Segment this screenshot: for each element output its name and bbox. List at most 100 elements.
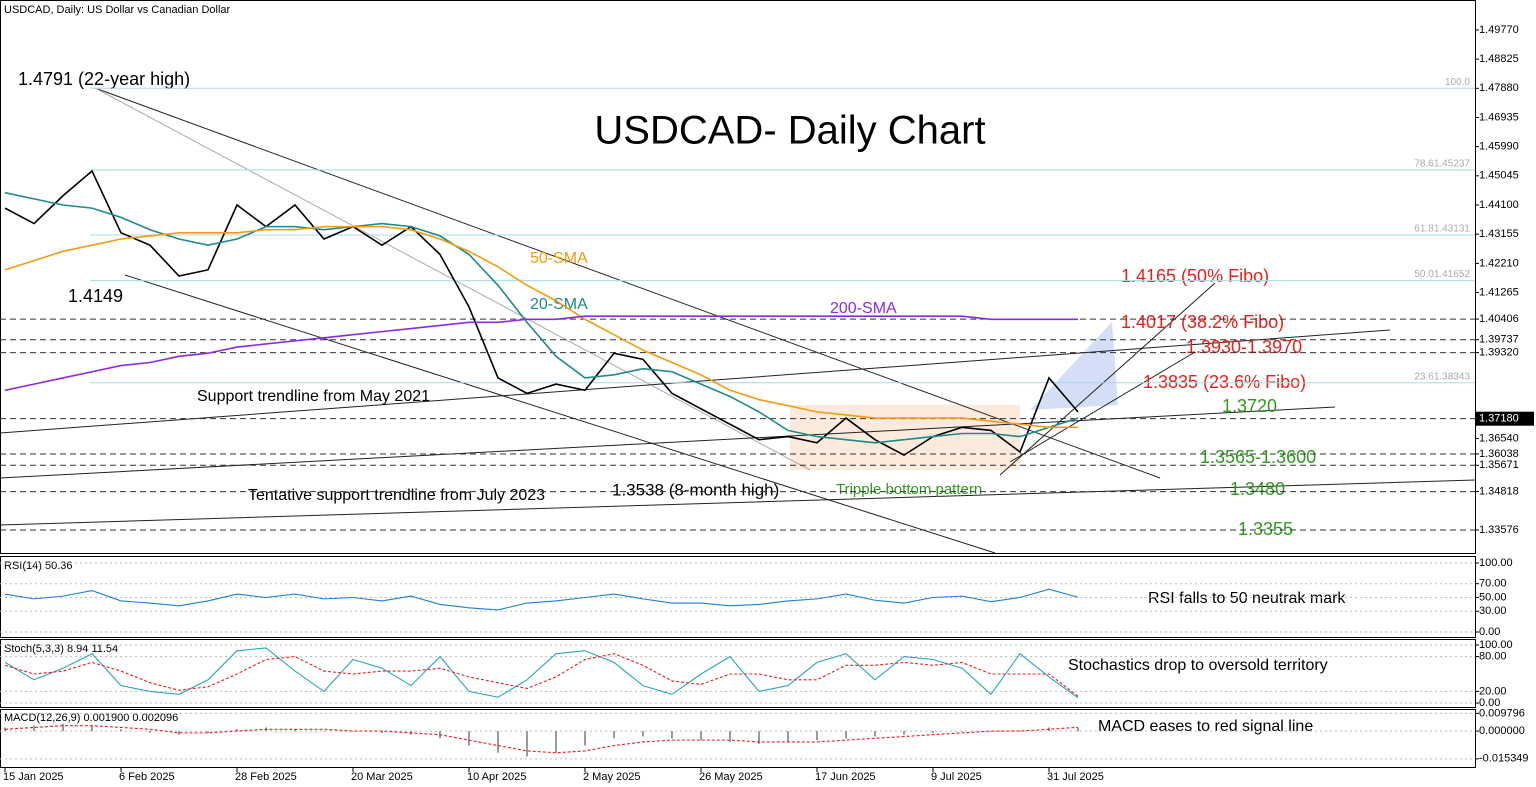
y-tick-label: 1.48825 xyxy=(1479,53,1519,65)
annotation: 1.3480 xyxy=(1230,479,1285,499)
annotation: 1.3930-1.3970 xyxy=(1186,337,1302,357)
series-line xyxy=(4,653,1079,697)
series-label: 200-SMA xyxy=(830,300,897,317)
support-july-2023 xyxy=(0,479,1476,526)
x-tick-label: 6 Feb 2025 xyxy=(119,771,175,783)
annotation: Support trendline from May 2021 xyxy=(197,388,430,405)
y-tick-label: 1.41265 xyxy=(1479,286,1519,298)
macd-bar xyxy=(555,731,557,753)
y-tick-label: 1.36540 xyxy=(1479,432,1519,444)
x-tick-label: 26 May 2025 xyxy=(699,771,763,783)
channel-bottom xyxy=(124,274,996,554)
macd-bar xyxy=(903,731,905,735)
series-line xyxy=(4,315,1078,392)
y-tick-label: 70.00 xyxy=(1479,578,1507,590)
channel-top xyxy=(94,87,1161,479)
y-tick-label: 0.000000 xyxy=(1479,725,1525,737)
up-channel-bottom xyxy=(1009,351,1196,463)
macd-bar xyxy=(236,729,238,732)
y-tick-label: 1.46935 xyxy=(1479,111,1519,123)
series-line xyxy=(4,169,1079,457)
x-tick-label: 17 Jun 2025 xyxy=(815,771,876,783)
annotation: Tripple bottom pattern xyxy=(836,481,982,498)
y-tick-label: 100.00 xyxy=(1479,557,1513,569)
y-tick-label: 1.45045 xyxy=(1479,170,1519,182)
macd-bar xyxy=(932,731,934,733)
annotation: 1.3355 xyxy=(1238,519,1293,539)
macd-bar xyxy=(120,729,122,732)
macd-bar xyxy=(671,731,673,739)
y-tick-label: 1.37180 xyxy=(1479,413,1519,425)
series-line xyxy=(4,588,1079,611)
x-tick-label: 9 Jul 2025 xyxy=(931,771,982,783)
y-tick-label: 1.43155 xyxy=(1479,228,1519,240)
series-label: 50-SMA xyxy=(530,250,588,267)
panel-title: RSI(14) 50.36 xyxy=(4,560,72,572)
chart-title: USDCAD- Daily Chart xyxy=(594,109,985,153)
up-channel-top xyxy=(999,282,1216,476)
y-tick-label: 1.39320 xyxy=(1479,347,1519,359)
macd-bar xyxy=(323,731,325,732)
header: USDCAD, Daily: US Dollar vs Canadian Dol… xyxy=(4,4,231,16)
y-tick-label: 1.40406 xyxy=(1479,313,1519,325)
y-tick-label: 1.35671 xyxy=(1479,459,1519,471)
macd-bar xyxy=(294,729,296,732)
channel-mid xyxy=(94,87,811,471)
x-tick-label: 20 Mar 2025 xyxy=(351,771,413,783)
y-tick-label: 0.00 xyxy=(1479,697,1500,709)
annotation: 1.4017 (38.2% Fibo) xyxy=(1121,312,1284,332)
series-label: 20-SMA xyxy=(530,296,588,313)
price-box xyxy=(1476,411,1534,426)
macd-bar xyxy=(1019,731,1021,732)
macd-bar xyxy=(381,731,383,733)
y-tick-label: 0.009796 xyxy=(1479,707,1525,719)
y-tick-label: 1.49770 xyxy=(1479,24,1519,36)
x-tick-label: 15 Jan 2025 xyxy=(3,771,64,783)
macd-bar xyxy=(729,731,731,742)
fibo-label: 50.01.41652 xyxy=(1414,269,1470,280)
macd-bar xyxy=(178,731,180,735)
x-tick-label: 31 Jul 2025 xyxy=(1047,771,1104,783)
macd-bar xyxy=(990,731,992,732)
macd-bar xyxy=(816,731,818,741)
panel-title: MACD(12,26,9) 0.001900 0.002096 xyxy=(4,712,178,724)
annotation: 1.4791 (22-year high) xyxy=(18,69,190,89)
y-tick-label: 1.44100 xyxy=(1479,199,1519,211)
y-tick-label: 80.00 xyxy=(1479,651,1507,663)
annotation: 1.4165 (50% Fibo) xyxy=(1121,266,1269,286)
panel-note: MACD eases to red signal line xyxy=(1098,718,1313,735)
fibo-label: 23.61.38343 xyxy=(1414,371,1470,382)
macd-bar xyxy=(149,731,151,733)
macd-bar xyxy=(700,731,702,741)
annotation: 1.3835 (23.6% Fibo) xyxy=(1143,372,1306,392)
y-tick-label: 1.39737 xyxy=(1479,334,1519,346)
y-tick-label: 50.00 xyxy=(1479,591,1507,603)
y-tick-label: 1.33576 xyxy=(1479,524,1519,536)
macd-bar xyxy=(613,731,615,739)
y-tick-label: 20.00 xyxy=(1479,685,1507,697)
macd-bar xyxy=(207,731,209,733)
macd-bar xyxy=(526,731,528,757)
series-line xyxy=(4,225,1078,429)
series-line xyxy=(4,725,1079,754)
series-line xyxy=(4,191,1079,444)
y-tick-label: 30.00 xyxy=(1479,605,1507,617)
main-panel xyxy=(0,0,1476,554)
annotation: Tentative support trendline from July 20… xyxy=(248,487,545,504)
macd-bar xyxy=(642,731,644,737)
y-tick-label: 1.47880 xyxy=(1479,82,1519,94)
macd-bar xyxy=(497,731,499,753)
macd-bar xyxy=(1077,727,1079,732)
macd-bar xyxy=(468,731,470,746)
panel-note: Stochastics drop to oversold territory xyxy=(1068,657,1328,674)
macd-bar xyxy=(62,723,64,732)
macd-bar xyxy=(874,731,876,737)
macd-bar xyxy=(33,725,35,732)
y-tick-label: 1.45990 xyxy=(1479,141,1519,153)
panel-title: Stoch(5,3,3) 8.94 11.54 xyxy=(4,643,118,655)
y-tick-label: 0.00 xyxy=(1479,626,1500,638)
fibo-label: 61.81.43131 xyxy=(1414,224,1470,235)
annotation: 1.3538 (8-month high) xyxy=(612,480,779,499)
macd-bar xyxy=(758,731,760,744)
